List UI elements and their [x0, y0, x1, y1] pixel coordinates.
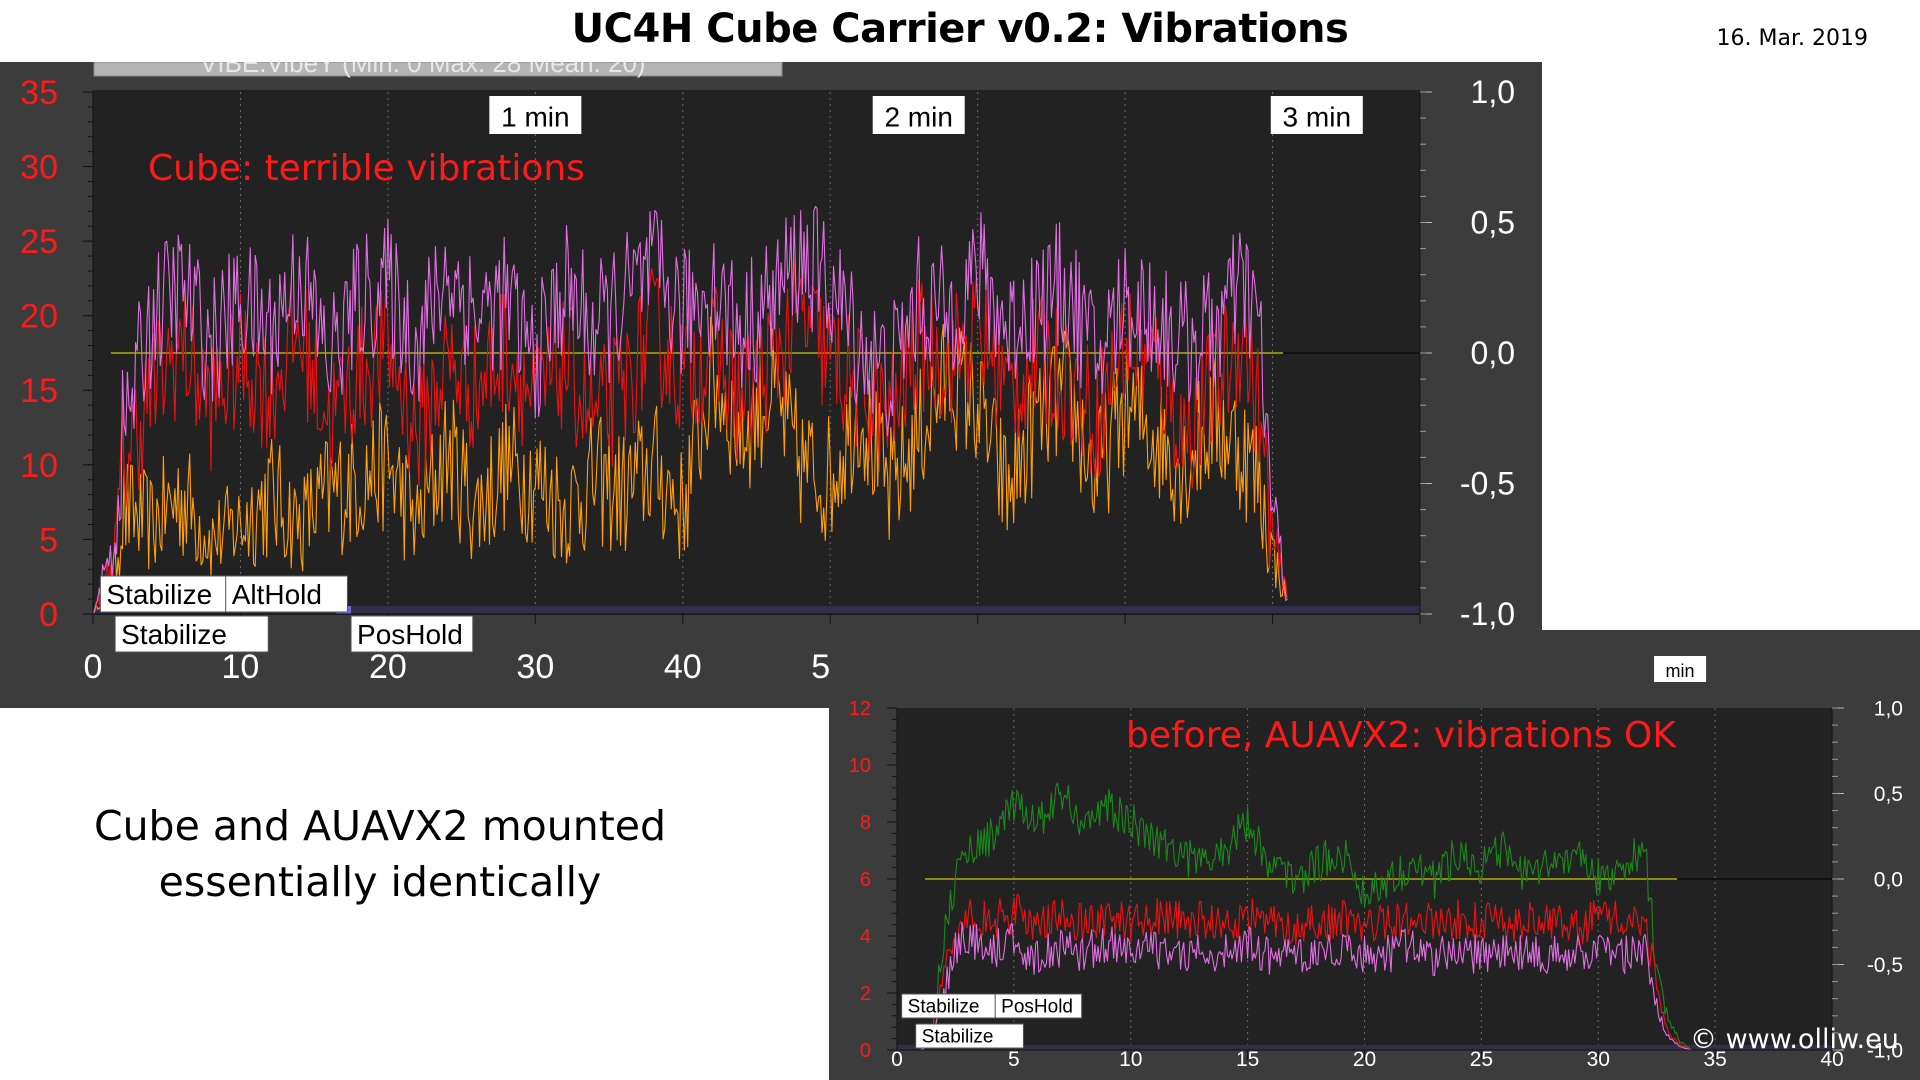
flight-mode-text: PosHold	[1001, 997, 1073, 1018]
time-marker-box	[489, 96, 582, 134]
y2-tick-label: 1,0	[1874, 697, 1903, 720]
flight-mode-label: Stabilize	[901, 993, 1010, 1019]
y-tick-label: 6	[860, 869, 871, 891]
x-tick-label: 5	[1008, 1048, 1020, 1071]
flight-mode-text: Stabilize	[121, 619, 227, 650]
flight-mode-box	[225, 575, 348, 613]
y2-tick-label: -1,0	[1867, 1039, 1903, 1062]
x-tick-label: 10	[222, 648, 260, 686]
date-label: 16. Mar. 2019	[1716, 26, 1868, 51]
time-marker-label: min	[1666, 661, 1695, 681]
time-marker-label: 3 min	[1283, 101, 1351, 132]
time-marker: min	[1654, 656, 1707, 682]
flight-mode-label: PosHold	[994, 993, 1083, 1019]
y2-tick-label: 0,0	[1874, 868, 1903, 891]
y2-tick-label: 1,0	[1471, 74, 1515, 110]
y2-tick-label: -0,5	[1460, 466, 1515, 502]
time-marker: 2 min	[872, 96, 965, 134]
flight-mode-label: PosHold	[350, 615, 474, 653]
y2-tick-label: 0,5	[1874, 783, 1903, 806]
x-tick-label: 0	[84, 648, 103, 686]
y-tick-label: 0	[39, 596, 58, 634]
time-markers: 1 min 2 min 3 min	[489, 96, 1363, 134]
x-tick-label: 35	[1703, 1048, 1726, 1071]
time-marker: 3 min	[1270, 96, 1363, 134]
series-line-vibe_x	[897, 921, 1692, 1051]
auavx2-vibration-chart: 0 2 4 6 8 10 12 -1,0 -0,5 0,0 0,5 1,0 0 5 10 15 20 25 30 35…	[829, 630, 1920, 1080]
axes: 0 2 4 6 8 10 12 -1,0 -0,5 0,0 0,5 1,0 0 5 10 15 20 25 30 35…	[849, 697, 1903, 1071]
flight-mode-label: Stabilize	[114, 615, 269, 653]
mounting-note: Cube and AUAVX2 mounted essentially iden…	[93, 802, 667, 906]
y-tick-label: 4	[860, 926, 871, 948]
flight-mode-bar	[93, 606, 1420, 614]
y-tick-label: 20	[20, 298, 58, 336]
copyright-credit: © www.olliw.eu	[1690, 1024, 1899, 1055]
x-tick-label: 20	[1353, 1048, 1376, 1071]
time-marker-label: 1 min	[501, 101, 569, 132]
series-line-vibe_z	[92, 316, 1288, 615]
y-tick-label: 10	[20, 447, 58, 485]
time-marker-box	[1270, 96, 1363, 134]
header-tab	[93, 62, 783, 77]
y-tick-label: 15	[20, 372, 58, 410]
series-lines	[897, 782, 1693, 1051]
y-tick-label: 8	[860, 812, 871, 834]
y2-tick-label: -0,5	[1867, 954, 1903, 977]
y-tick-label: 25	[20, 223, 58, 261]
series-line-vibe_x	[92, 205, 1288, 615]
flight-mode-text: PosHold	[357, 619, 463, 650]
y2-tick-label: -1,0	[1460, 596, 1515, 632]
flight-mode-box	[915, 1023, 1024, 1049]
flight-mode-text: Stabilize	[922, 1027, 994, 1048]
flight-mode-labels: Stabilize PosHold Stabilize	[901, 993, 1083, 1049]
flight-mode-text: Stabilize	[908, 997, 980, 1018]
time-marker: 1 min	[489, 96, 582, 134]
y-tick-label: 10	[849, 755, 871, 777]
series-lines	[92, 205, 1288, 615]
x-tick-label: 30	[516, 648, 554, 686]
x-tick-label: 25	[1470, 1048, 1493, 1071]
page-title: UC4H Cube Carrier v0.2: Vibrations	[571, 6, 1349, 52]
flight-mode-box	[994, 993, 1083, 1019]
header-tab-text: VIBE.VibeY (Min: 0 Max: 28 Mean: 20)	[200, 62, 646, 78]
flight-mode-label: AltHold	[225, 575, 348, 613]
y-tick-label: 5	[39, 521, 58, 559]
x-tick-label: 40	[664, 648, 702, 686]
x-tick-label: 40	[1820, 1048, 1843, 1071]
y-tick-label: 2	[860, 983, 871, 1005]
x-tick-label: 0	[891, 1048, 903, 1071]
flight-mode-box	[114, 615, 269, 653]
y2-tick-label: 0,5	[1471, 205, 1515, 241]
x-tick-label: 30	[1587, 1048, 1610, 1071]
cube-vibration-chart: VIBE.VibeY (Min: 0 Max: 28 Mean: 20) 0 5 1…	[0, 62, 1542, 708]
chart-title: before, AUAVX2: vibrations OK	[1126, 715, 1677, 756]
y2-tick-label: 0,0	[1471, 335, 1515, 371]
time-marker-box	[1654, 656, 1707, 682]
time-markers: min	[1654, 656, 1707, 682]
flight-mode-bar	[897, 1045, 1832, 1050]
x-tick-label: 15	[1236, 1048, 1259, 1071]
x-tick-label: 20	[369, 648, 407, 686]
flight-mode-box	[350, 615, 474, 653]
time-marker-box	[872, 96, 965, 134]
y-tick-label: 35	[20, 74, 58, 112]
y-tick-label: 30	[20, 148, 58, 186]
y-tick-label: 12	[849, 698, 871, 720]
time-marker-label: 2 min	[884, 101, 952, 132]
chart-title: Cube: terrible vibrations	[148, 148, 585, 189]
series-line-vibe_z_ok	[897, 782, 1693, 1051]
flight-mode-box	[901, 993, 1010, 1019]
grid-lines	[897, 708, 1832, 1050]
series-line-vibe_y	[897, 894, 1693, 1051]
flight-mode-text: AltHold	[232, 579, 322, 610]
flight-mode-text: Stabilize	[106, 579, 212, 610]
flight-mode-label: Stabilize	[915, 1023, 1024, 1049]
y-tick-label: 0	[860, 1040, 871, 1062]
x-tick-label: 10	[1119, 1048, 1142, 1071]
